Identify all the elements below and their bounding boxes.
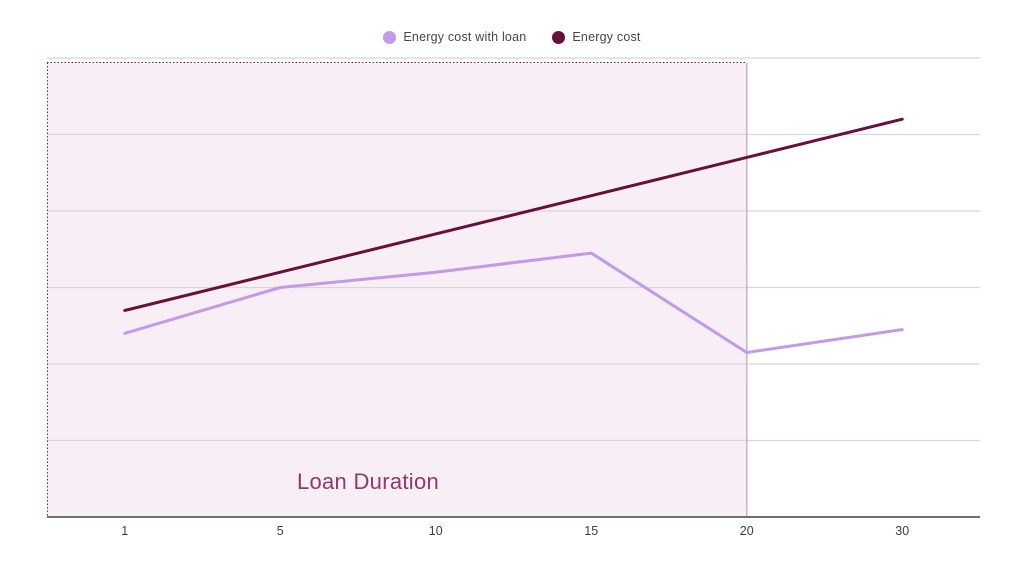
loan-duration-label: Loan Duration xyxy=(296,469,440,494)
chart-legend: Energy cost with loan Energy cost xyxy=(0,27,1024,47)
x-tick: 10 xyxy=(428,524,443,538)
legend-swatch-icon xyxy=(383,30,397,44)
x-axis: 1 5 10 15 20 30 xyxy=(47,524,980,538)
x-tick: 30 xyxy=(895,524,910,538)
legend-item-energy-cost[interactable]: Energy cost xyxy=(552,30,640,44)
x-tick: 5 xyxy=(276,524,284,538)
x-tick: 20 xyxy=(739,524,754,538)
x-tick: 15 xyxy=(584,524,599,538)
legend-swatch-icon xyxy=(552,30,566,44)
legend-item-energy-cost-with-loan[interactable]: Energy cost with loan xyxy=(383,30,526,44)
legend-label: Energy cost with loan xyxy=(403,30,527,44)
x-tick: 1 xyxy=(121,524,129,538)
legend-label: Energy cost xyxy=(572,30,641,44)
